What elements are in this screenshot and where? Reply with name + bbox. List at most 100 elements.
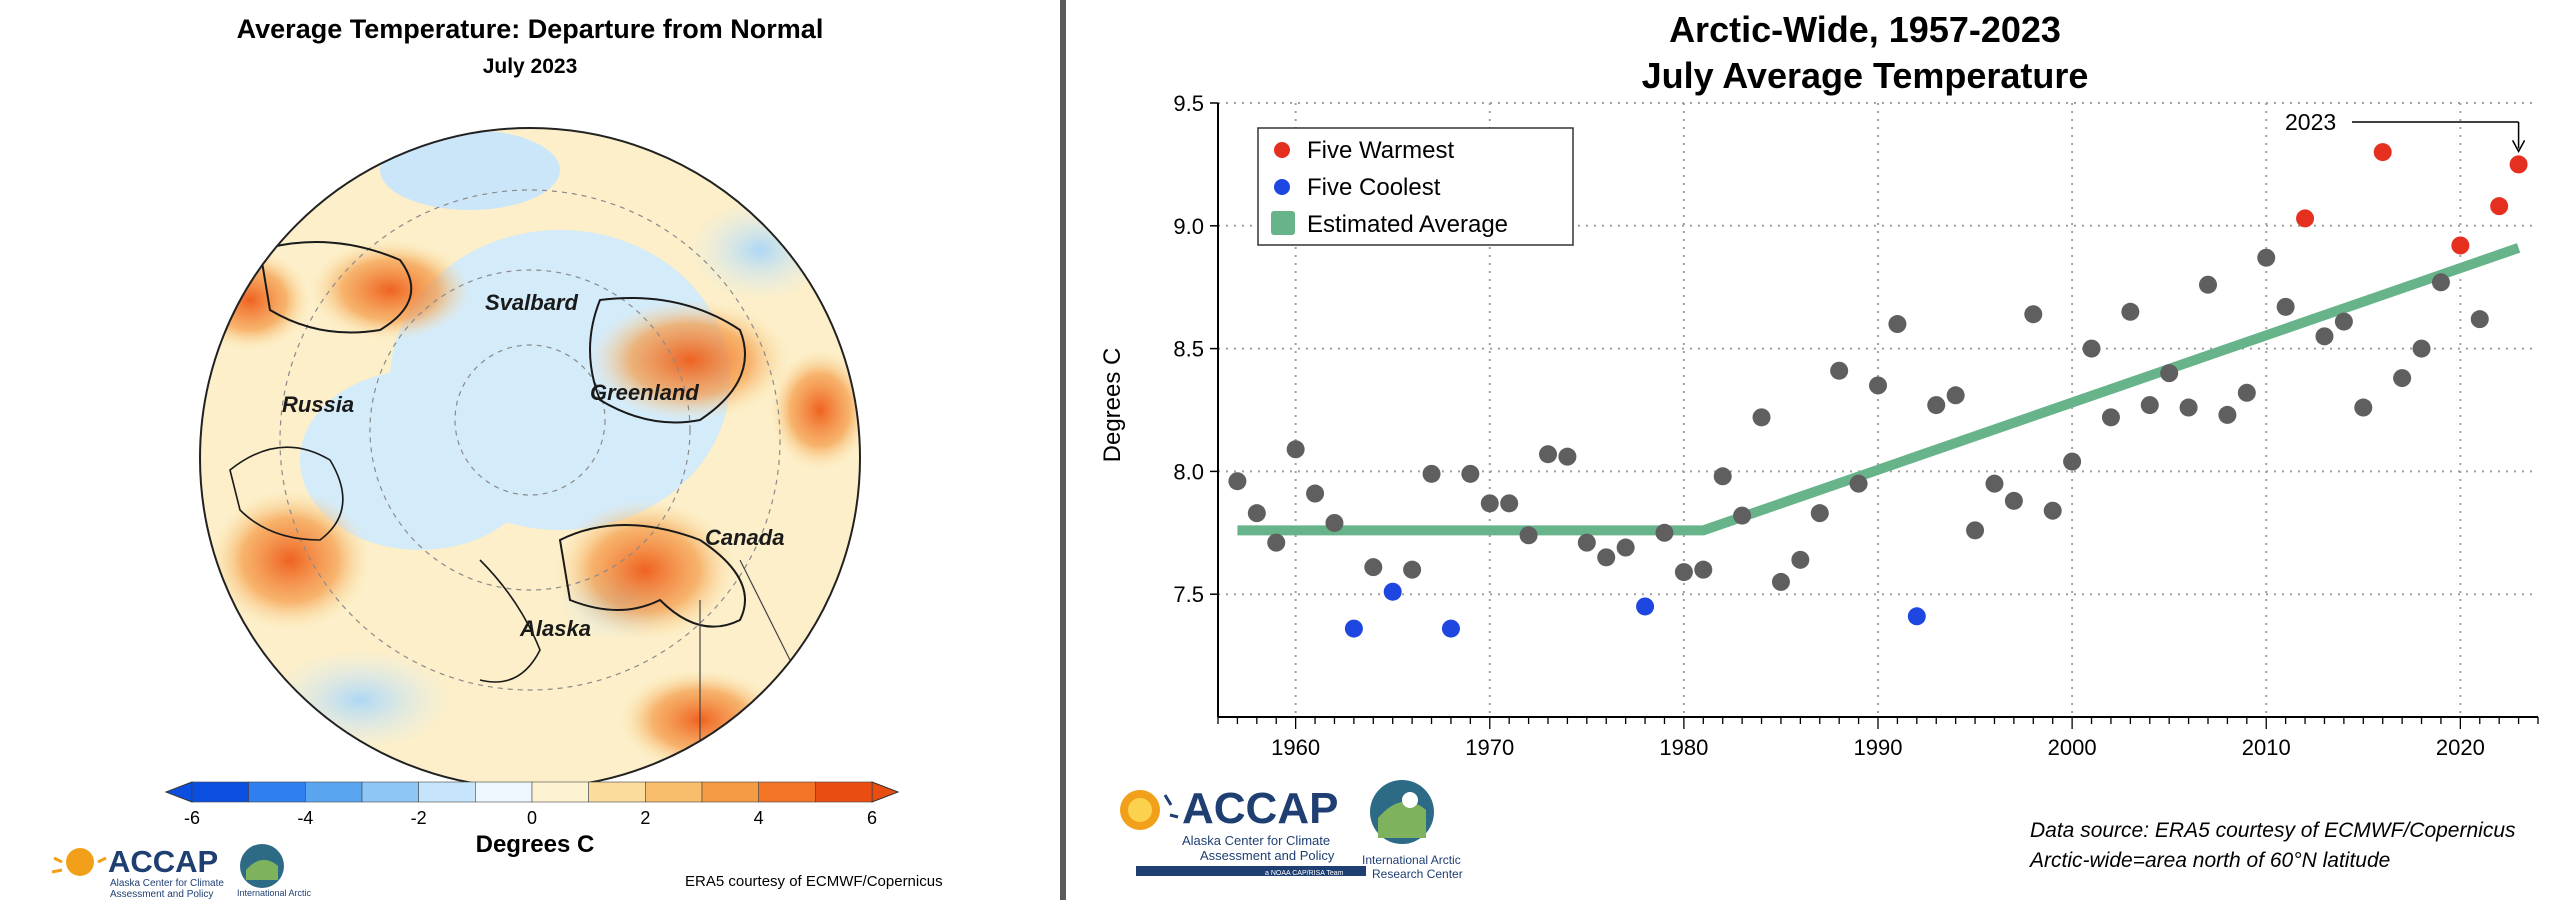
colorbar-swatch [361, 781, 419, 803]
data-point [2043, 501, 2062, 520]
warm-anomaly-region [555, 500, 735, 640]
data-point [2237, 383, 2256, 402]
polar-map [200, 128, 860, 788]
legend: Five Warmest Five Coolest Estimated Aver… [1257, 127, 1574, 246]
map-panel: Average Temperature: Departure from Norm… [0, 0, 1060, 900]
map-subtitle: July 2023 [483, 55, 578, 78]
data-point [1480, 494, 1499, 513]
data-point [2082, 339, 2101, 358]
legend-marker-cool [1274, 179, 1290, 195]
svg-text:ACCAP: ACCAP [108, 844, 218, 879]
data-point [1403, 560, 1422, 579]
data-point [1228, 472, 1247, 491]
x-tick-label: 2010 [2242, 735, 2291, 760]
data-point [1849, 474, 1868, 493]
data-point [2024, 305, 2043, 324]
data-point [1500, 494, 1519, 513]
colorbar-swatch [645, 781, 703, 803]
colorbar-swatch [588, 781, 646, 803]
data-point [2470, 310, 2489, 329]
data-point [1364, 558, 1383, 577]
colorbar-swatch [531, 781, 589, 803]
svg-text:Alaska Center for Climate: Alaska Center for Climate [110, 878, 224, 889]
trend-line-group [1237, 243, 2521, 536]
data-point-warmest [2490, 197, 2509, 216]
data-point-coolest [1907, 607, 1926, 626]
data-point [2354, 398, 2373, 417]
coastline [258, 241, 413, 334]
colorbar-swatch [475, 781, 533, 803]
data-point [1985, 474, 2004, 493]
y-tick-label: 8.5 [1173, 337, 1204, 362]
x-tick-label: 1980 [1659, 735, 1708, 760]
data-point-warmest [2451, 236, 2470, 255]
colorbar: -6 -4 -2 0 2 4 6 [164, 781, 900, 828]
data-point [1733, 506, 1752, 525]
scatter-chart: Arctic-Wide, 1957-2023 July Average Temp… [1099, 9, 2539, 881]
svg-text:Research Center: Research Center [1372, 867, 1463, 881]
data-point [1713, 467, 1732, 486]
region-label-svalbard: Svalbard [485, 290, 578, 315]
data-point [2257, 248, 2276, 267]
data-point-coolest [1441, 619, 1460, 638]
coastline [589, 297, 746, 424]
legend-label-cool: Five Coolest [1307, 174, 1441, 201]
annotation-arrow [2352, 121, 2526, 153]
data-point [1519, 526, 1538, 545]
cool-anomaly-region [690, 200, 830, 300]
chart-title: Arctic-Wide, 1957-2023 [1669, 9, 2061, 50]
data-point [1888, 315, 1907, 334]
data-point-warmest [2373, 143, 2392, 162]
data-point [2063, 452, 2082, 471]
data-point [1306, 484, 1325, 503]
warm-anomaly-region [770, 350, 860, 470]
svg-text:International Arctic: International Arctic [237, 888, 312, 898]
data-point [1966, 521, 1985, 540]
trend-line [1237, 243, 2521, 536]
y-axis-label: Degrees C [1099, 348, 1126, 463]
svg-text:International Arctic: International Arctic [1362, 853, 1461, 867]
data-point [2179, 398, 2198, 417]
data-point [1752, 408, 1771, 427]
region-label-russia: Russia [282, 392, 354, 417]
accap-logo: ACCAP Alaska Center for Climate Assessme… [51, 844, 224, 900]
colorbar-swatch [418, 781, 476, 803]
colorbar-swatch [758, 781, 816, 803]
cool-anomaly-region [380, 130, 560, 210]
data-point [1577, 533, 1596, 552]
svg-text:Assessment and Policy: Assessment and Policy [110, 889, 213, 900]
colorbar-min-arrow [164, 781, 193, 803]
data-point [1539, 445, 1557, 464]
colorbar-swatch [701, 781, 759, 803]
data-source-line-2: Arctic-wide=area north of 60°N latitude [2028, 849, 2390, 872]
data-point [1286, 440, 1305, 459]
data-point [1791, 550, 1810, 569]
data-point [1247, 504, 1266, 523]
x-tick-label: 2000 [2048, 735, 2097, 760]
data-point [1461, 464, 1480, 483]
y-tick-label: 7.5 [1173, 582, 1204, 607]
data-point [1674, 563, 1693, 582]
data-point [2218, 405, 2237, 424]
data-point [1267, 533, 1286, 552]
data-point [1616, 538, 1635, 557]
data-point [2160, 364, 2179, 383]
svg-text:Assessment and Policy: Assessment and Policy [1200, 848, 1335, 863]
colorbar-tick-label: -6 [184, 808, 200, 828]
data-point [2276, 297, 2295, 316]
data-point [2121, 302, 2140, 321]
legend-label-trend: Estimated Average [1307, 211, 1508, 238]
cool-anomaly-region [300, 370, 540, 550]
data-point [2101, 408, 2120, 427]
data-point [1810, 504, 1829, 523]
data-point [2315, 327, 2334, 346]
data-point [1830, 361, 1849, 380]
data-point [2140, 396, 2159, 415]
legend-marker-warm [1274, 142, 1290, 158]
colorbar-tick-label: 2 [640, 808, 650, 828]
coastline [229, 446, 344, 541]
x-tick-label: 1970 [1465, 735, 1514, 760]
data-point-coolest [1383, 582, 1402, 601]
legend-label-warm: Five Warmest [1307, 137, 1454, 164]
svg-text:a NOAA CAP/RISA Team: a NOAA CAP/RISA Team [1265, 870, 1344, 877]
